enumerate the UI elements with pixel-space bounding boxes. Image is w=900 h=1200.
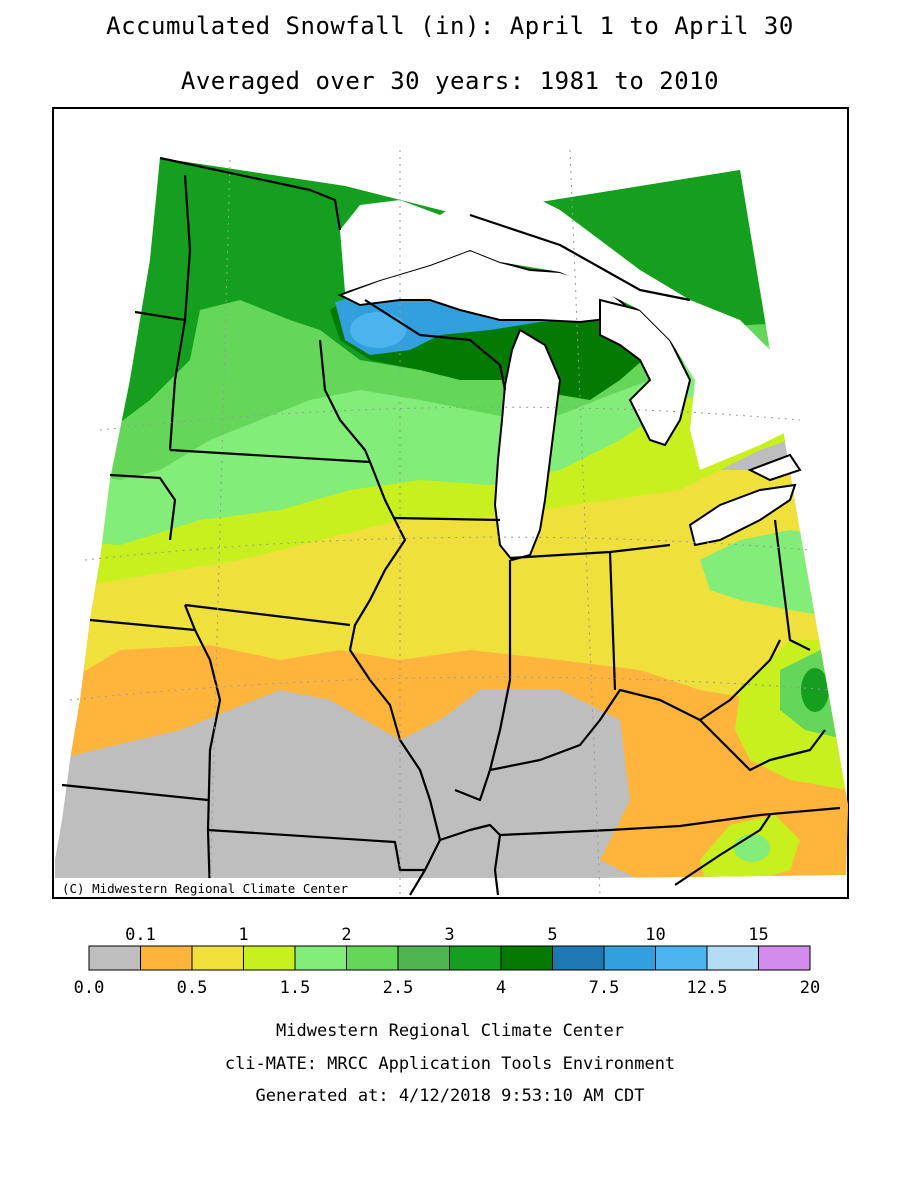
legend-bottom-label: 20 [800, 978, 820, 998]
map-subtitle: Averaged over 30 years: 1981 to 2010 [180, 67, 720, 95]
border-nd-sd [134, 310, 186, 322]
border-mo-ar [207, 828, 425, 872]
lake-ontario [747, 453, 802, 482]
copyright-label: (C) Midwestern Regional Climate Center [62, 881, 348, 896]
lake-huron [599, 298, 692, 447]
legend-top-label: 5 [547, 925, 557, 945]
legend-swatch [706, 945, 759, 971]
graticule [69, 149, 831, 896]
footer-line-2: cli-MATE: MRCC Application Tools Environ… [224, 1054, 676, 1074]
border-mississippi-lower [439, 823, 502, 896]
legend-bottom-label: 0.5 [177, 978, 208, 998]
border-mn-west [168, 174, 192, 451]
legend-swatch [397, 945, 450, 971]
band-tn-lightgreen [734, 834, 770, 862]
border-va [699, 719, 826, 772]
footer-line-1: Midwestern Regional Climate Center [276, 1021, 624, 1041]
state-borders [61, 156, 841, 896]
legend-swatch [243, 945, 296, 971]
border-wi [364, 299, 507, 391]
legend-swatch [500, 945, 553, 971]
border-sd-ne [109, 473, 177, 541]
legend-swatch [140, 945, 193, 971]
legend-top-label: 3 [444, 925, 454, 945]
legend-bottom-label: 0.0 [74, 978, 105, 998]
border-wi-il [394, 516, 501, 522]
band-lightblue [350, 312, 406, 348]
border-il-in [488, 560, 512, 771]
legend-bottom-label: 7.5 [589, 978, 620, 998]
legend-bottom-label: 12.5 [687, 978, 728, 998]
border-tn-nc [674, 814, 771, 886]
border-ky-tn [499, 806, 841, 837]
footer-line-3: Generated at: 4/12/2018 9:53:10 AM CDT [255, 1086, 645, 1106]
border-ia-mo [184, 603, 351, 627]
legend-top-label: 15 [748, 925, 768, 945]
legend-swatch [346, 945, 399, 971]
map-title: Accumulated Snowfall (in): April 1 to Ap… [106, 12, 794, 40]
legend-bottom-label: 1.5 [280, 978, 311, 998]
border-ks-ok [61, 783, 209, 802]
legend-top-label: 2 [341, 925, 351, 945]
legend-top-label: 10 [645, 925, 665, 945]
legend-swatch [294, 945, 347, 971]
legend-top-label: 1 [238, 925, 248, 945]
border-ohio-river [489, 639, 781, 772]
lake-erie [688, 483, 797, 547]
copyright-box [55, 878, 338, 897]
border-il-ky [454, 769, 492, 802]
border-pa-oh [773, 519, 811, 651]
border-ia-mn [318, 339, 372, 463]
legend-swatch [88, 945, 141, 971]
legend-top-label: 0.1 [125, 925, 156, 945]
border-ia-north [169, 448, 371, 464]
legend-swatch [655, 945, 708, 971]
color-legend: 0.1 1 2 3 5 10 15 0.0 0.5 1.5 2.5 4 7.5 12.5 20 [74, 925, 821, 998]
legend-bottom-label: 2.5 [383, 978, 414, 998]
legend-swatch [449, 945, 502, 971]
legend-swatch [758, 945, 811, 971]
legend-swatch [191, 945, 244, 971]
ontario-land [340, 190, 800, 470]
border-canada [159, 156, 691, 302]
border-ne-ks [89, 618, 196, 632]
band-wv-darkgreen [801, 668, 829, 712]
legend-swatch [603, 945, 656, 971]
border-in-oh [608, 551, 617, 691]
legend-bottom-label: 4 [496, 978, 506, 998]
legend-swatch [552, 945, 605, 971]
